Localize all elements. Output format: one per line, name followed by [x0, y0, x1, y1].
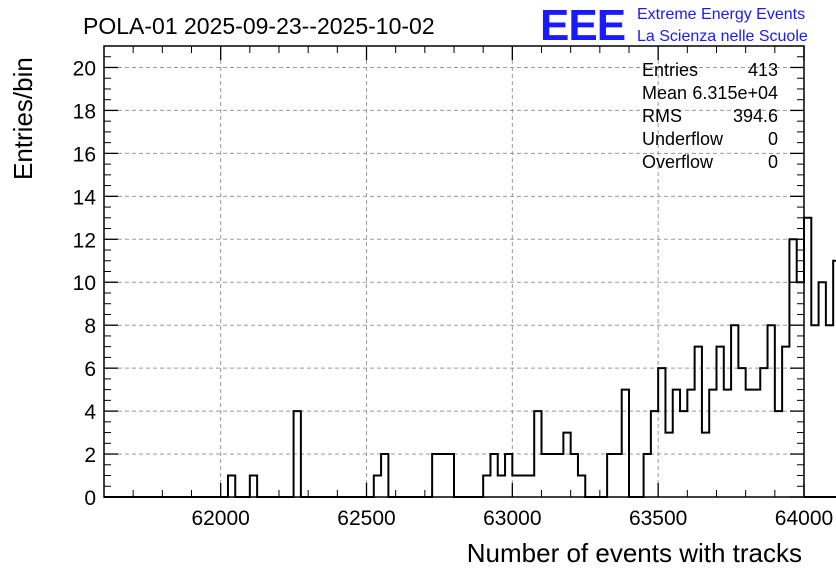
- y-tick-label: 18: [73, 100, 96, 123]
- y-tick-label: 0: [84, 487, 96, 510]
- logo-line-1: Extreme Energy Events: [637, 6, 805, 23]
- stat-value: 394.6: [733, 106, 778, 126]
- y-tick-label: 6: [84, 358, 96, 381]
- stat-value: 413: [748, 60, 778, 80]
- y-axis-title: Entries/bin: [8, 57, 38, 180]
- y-tick-label: 14: [73, 186, 97, 209]
- grid: [104, 46, 804, 497]
- stat-label: RMS: [642, 106, 682, 126]
- y-tick-label: 20: [73, 57, 96, 80]
- y-tick-label: 16: [73, 143, 96, 166]
- y-tick-label: 12: [73, 229, 96, 252]
- axis-ticks: [103, 45, 805, 498]
- logo: EEE Extreme Energy Events La Scienza nel…: [540, 1, 808, 50]
- x-tick-label: 64000: [775, 507, 833, 530]
- logo-mark: EEE: [540, 1, 625, 50]
- stat-label: Overflow: [642, 152, 714, 172]
- x-axis-title: Number of events with tracks: [467, 538, 802, 568]
- x-tick-label: 62500: [337, 507, 395, 530]
- y-tick-label: 4: [84, 401, 96, 424]
- eee-logo-icon: EEE: [540, 1, 626, 50]
- stats-box: Entries 413 Mean 6.315e+04 RMS 394.6 Underflow…: [642, 60, 778, 172]
- stat-value: 0: [768, 129, 778, 149]
- tick-labels: 62000 62500 63000 63500 64000 0 2 4 6 8 10 12 14 16 18…: [73, 57, 834, 530]
- stat-label: Underflow: [642, 129, 724, 149]
- y-tick-label: 8: [84, 315, 96, 338]
- stat-value: 6.315e+04: [692, 83, 778, 103]
- stat-label: Mean: [642, 83, 687, 103]
- plot-frame: [103, 45, 805, 498]
- chart-title: POLA-01 2025-09-23--2025-10-02: [83, 13, 435, 39]
- logo-line-2: La Scienza nelle Scuole: [637, 28, 808, 45]
- x-tick-label: 62000: [191, 507, 249, 530]
- stat-label: Entries: [642, 60, 698, 80]
- y-tick-label: 2: [84, 444, 96, 467]
- x-tick-label: 63000: [483, 507, 541, 530]
- stat-value: 0: [768, 152, 778, 172]
- x-tick-label: 63500: [629, 507, 687, 530]
- y-tick-label: 10: [73, 272, 96, 295]
